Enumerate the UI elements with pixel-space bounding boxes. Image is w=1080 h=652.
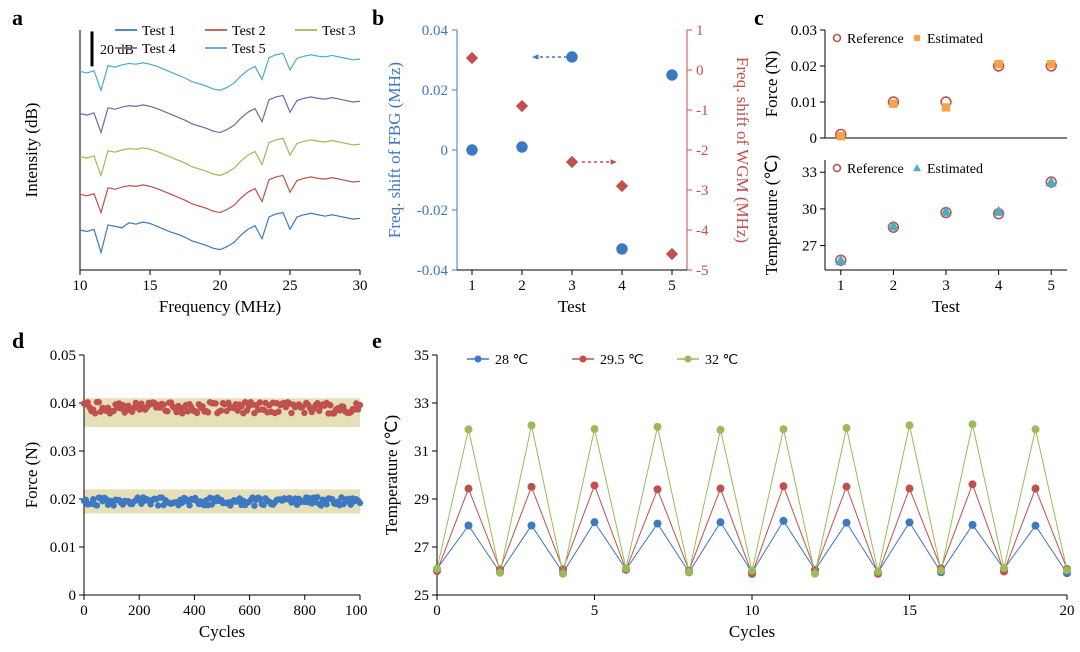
svg-text:0.02: 0.02 xyxy=(50,492,76,508)
svg-text:0: 0 xyxy=(441,143,449,159)
svg-text:20: 20 xyxy=(213,278,228,294)
svg-text:0.03: 0.03 xyxy=(50,444,76,460)
svg-text:5: 5 xyxy=(591,603,599,619)
panel-e-chart: 0 5 10 15 20 25 27 29 31 33 35 Cycles Temperature (℃… xyxy=(375,335,1075,645)
svg-text:Freq. shift of WGM (MHz): Freq. shift of WGM (MHz) xyxy=(733,57,750,243)
svg-text:33: 33 xyxy=(414,396,429,412)
svg-text:3: 3 xyxy=(942,278,950,294)
svg-text:0.04: 0.04 xyxy=(422,23,449,39)
svg-text:4: 4 xyxy=(618,278,626,294)
svg-text:1000: 1000 xyxy=(345,603,368,619)
svg-text:Temperature (℃): Temperature (℃) xyxy=(762,155,781,275)
svg-text:0: 0 xyxy=(696,63,704,79)
svg-text:-4: -4 xyxy=(696,223,709,239)
svg-text:1: 1 xyxy=(837,278,845,294)
svg-text:200: 200 xyxy=(128,603,151,619)
svg-text:Estimated: Estimated xyxy=(927,162,983,177)
svg-text:28 ℃: 28 ℃ xyxy=(495,353,528,368)
svg-text:0.01: 0.01 xyxy=(50,540,76,556)
svg-text:1: 1 xyxy=(468,278,476,294)
svg-text:27: 27 xyxy=(802,239,818,255)
svg-text:35: 35 xyxy=(414,348,429,364)
svg-text:0: 0 xyxy=(69,588,77,604)
svg-text:Test 3: Test 3 xyxy=(322,24,356,39)
svg-text:Test 5: Test 5 xyxy=(232,42,266,57)
svg-text:0.05: 0.05 xyxy=(50,348,76,364)
svg-text:-1: -1 xyxy=(696,103,709,119)
svg-text:31: 31 xyxy=(414,444,429,460)
svg-text:Test 1: Test 1 xyxy=(142,24,176,39)
svg-text:2: 2 xyxy=(890,278,898,294)
svg-text:5: 5 xyxy=(668,278,676,294)
svg-text:0: 0 xyxy=(80,603,88,619)
svg-text:0.04: 0.04 xyxy=(50,396,77,412)
svg-text:1: 1 xyxy=(696,23,704,39)
svg-text:400: 400 xyxy=(183,603,206,619)
svg-text:Test: Test xyxy=(558,297,586,316)
svg-text:5: 5 xyxy=(1047,278,1055,294)
svg-text:0.01: 0.01 xyxy=(791,95,817,111)
svg-text:32 ℃: 32 ℃ xyxy=(705,353,738,368)
svg-text:800: 800 xyxy=(294,603,317,619)
panel-d-chart: 0 200 400 600 800 1000 0 0.01 0.02 0.03 0.04 0.05 Cy… xyxy=(18,335,368,645)
svg-text:0.02: 0.02 xyxy=(422,83,448,99)
svg-text:Cycles: Cycles xyxy=(729,622,775,641)
svg-text:0: 0 xyxy=(810,131,818,147)
svg-text:Frequency (MHz): Frequency (MHz) xyxy=(159,297,281,316)
panel-a-chart: 10 15 20 25 30 Frequency (MHz) Intensity (dB) 2… xyxy=(18,10,368,320)
svg-text:30: 30 xyxy=(353,278,368,294)
svg-text:15: 15 xyxy=(143,278,158,294)
svg-text:Reference: Reference xyxy=(847,32,904,47)
svg-text:20 dB: 20 dB xyxy=(100,43,134,58)
svg-text:Temperature (℃): Temperature (℃) xyxy=(382,415,401,535)
svg-text:4: 4 xyxy=(995,278,1003,294)
svg-text:25: 25 xyxy=(283,278,298,294)
panel-c-chart: 0 0.01 0.02 0.03 Force (N) Reference Estimated… xyxy=(755,10,1075,320)
svg-text:600: 600 xyxy=(238,603,261,619)
svg-text:Intensity (dB): Intensity (dB) xyxy=(22,103,41,198)
svg-text:-5: -5 xyxy=(696,263,709,279)
svg-text:Force (N): Force (N) xyxy=(762,51,781,118)
svg-text:Test: Test xyxy=(932,297,960,316)
svg-text:-0.04: -0.04 xyxy=(417,263,449,279)
svg-text:30: 30 xyxy=(802,202,817,218)
svg-text:Freq. shift of FBG (MHz): Freq. shift of FBG (MHz) xyxy=(385,62,404,238)
svg-text:0.03: 0.03 xyxy=(791,23,817,39)
svg-text:Reference: Reference xyxy=(847,162,904,177)
svg-text:-2: -2 xyxy=(696,143,709,159)
svg-text:-0.02: -0.02 xyxy=(417,203,448,219)
svg-text:20: 20 xyxy=(1060,603,1075,619)
svg-text:0: 0 xyxy=(433,603,441,619)
svg-text:10: 10 xyxy=(745,603,760,619)
svg-text:10: 10 xyxy=(73,278,88,294)
svg-text:Force (N): Force (N) xyxy=(22,442,41,509)
svg-text:-3: -3 xyxy=(696,183,709,199)
svg-text:27: 27 xyxy=(414,540,430,556)
svg-text:29.5 ℃: 29.5 ℃ xyxy=(600,353,644,368)
svg-text:0.02: 0.02 xyxy=(791,59,817,75)
svg-text:Estimated: Estimated xyxy=(927,32,983,47)
svg-text:3: 3 xyxy=(568,278,576,294)
svg-text:33: 33 xyxy=(802,165,817,181)
svg-text:25: 25 xyxy=(414,588,429,604)
panel-b-chart: 1 2 3 4 5 Test -0.04 -0.02 0 0.02 0.04 -5 -4 -3 -2 -1 0 1… xyxy=(375,10,750,320)
svg-text:Test 4: Test 4 xyxy=(142,42,176,57)
figure-root: a b c d e 1015202530Frequency (MHz)Inten… xyxy=(0,0,1080,652)
svg-text:Test 2: Test 2 xyxy=(232,24,266,39)
svg-text:Cycles: Cycles xyxy=(199,622,245,641)
svg-text:29: 29 xyxy=(414,492,429,508)
svg-text:15: 15 xyxy=(902,603,917,619)
svg-text:2: 2 xyxy=(518,278,526,294)
